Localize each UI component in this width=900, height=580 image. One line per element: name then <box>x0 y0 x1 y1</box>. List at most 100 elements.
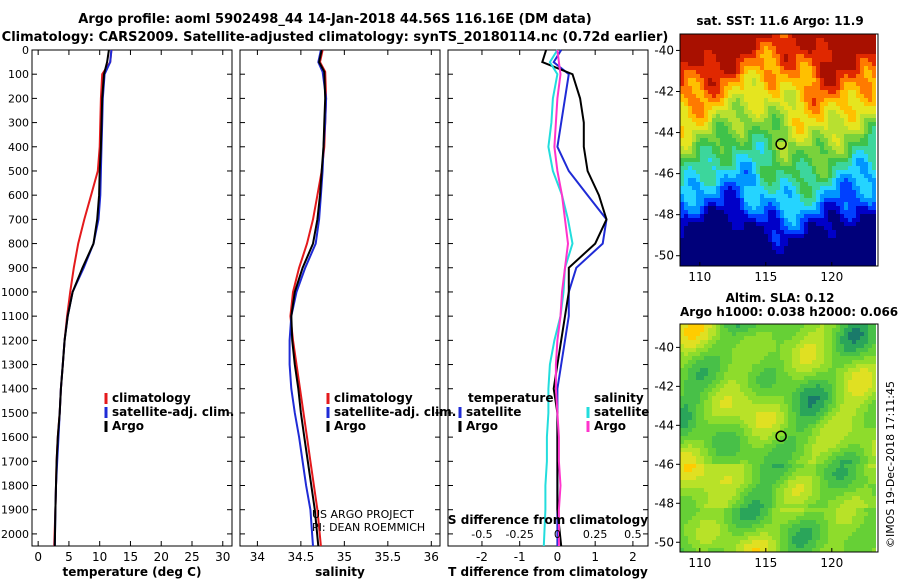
map-cell <box>740 436 744 440</box>
map-cell <box>760 186 764 190</box>
map-cell <box>696 460 700 464</box>
map-cell <box>816 440 820 444</box>
map-cell <box>744 218 748 222</box>
map-cell <box>828 432 832 436</box>
map-cell <box>816 186 820 190</box>
map-cell <box>724 74 728 78</box>
map-cell <box>812 134 816 138</box>
map-cell <box>776 360 780 364</box>
map-cell <box>688 226 692 230</box>
map-cell <box>720 360 724 364</box>
map-cell <box>708 468 712 472</box>
map-cell <box>684 242 688 246</box>
map-cell <box>832 408 836 412</box>
map-cell <box>720 126 724 130</box>
map-cell <box>852 324 856 328</box>
map-cell <box>692 262 696 266</box>
map-cell <box>828 210 832 214</box>
map-cell <box>856 348 860 352</box>
map-cell <box>784 66 788 70</box>
map-cell <box>820 384 824 388</box>
map-cell <box>688 250 692 254</box>
map-cell <box>820 42 824 46</box>
map-cell <box>836 336 840 340</box>
map-cell <box>824 468 828 472</box>
map-cell <box>732 400 736 404</box>
map-cell <box>744 42 748 46</box>
map-cell <box>756 444 760 448</box>
map-cell <box>784 154 788 158</box>
map-cell <box>820 70 824 74</box>
map-cell <box>860 444 864 448</box>
map-cell <box>860 352 864 356</box>
map-cell <box>696 230 700 234</box>
map-cell <box>872 90 876 94</box>
map-cell <box>760 42 764 46</box>
map-cell <box>780 440 784 444</box>
map-cell <box>752 476 756 480</box>
map-cell <box>844 66 848 70</box>
map-cell <box>800 178 804 182</box>
map-cell <box>708 138 712 142</box>
map-cell <box>784 182 788 186</box>
map-cell <box>760 98 764 102</box>
map-cell <box>740 336 744 340</box>
map-cell <box>856 238 860 242</box>
map-cell <box>804 340 808 344</box>
map-cell <box>692 412 696 416</box>
map-cell <box>776 190 780 194</box>
map-cell <box>736 376 740 380</box>
map-cell <box>848 472 852 476</box>
map-cell <box>776 154 780 158</box>
map-cell <box>756 110 760 114</box>
map-cell <box>696 210 700 214</box>
map-cell <box>720 238 724 242</box>
map-cell <box>752 142 756 146</box>
map-cell <box>752 50 756 54</box>
map-cell <box>808 146 812 150</box>
map-cell <box>780 162 784 166</box>
map-cell <box>764 396 768 400</box>
map-cell <box>736 54 740 58</box>
map-cell <box>764 340 768 344</box>
map-cell <box>684 234 688 238</box>
map-cell <box>812 118 816 122</box>
map-cell <box>732 182 736 186</box>
map-cell <box>736 46 740 50</box>
map-cell <box>736 118 740 122</box>
map-cell <box>720 262 724 266</box>
map-cell <box>752 70 756 74</box>
map-cell <box>792 380 796 384</box>
map-cell <box>756 82 760 86</box>
map-cell <box>732 126 736 130</box>
map-cell <box>828 372 832 376</box>
map-cell <box>800 332 804 336</box>
map-cell <box>804 38 808 42</box>
map-cell <box>720 194 724 198</box>
map-cell <box>688 258 692 262</box>
map-cell <box>768 186 772 190</box>
map-cell <box>836 258 840 262</box>
map-cell <box>808 154 812 158</box>
map-cell <box>828 364 832 368</box>
map-cell <box>768 118 772 122</box>
map-cell <box>856 50 860 54</box>
map-cell <box>868 118 872 122</box>
panel-frame <box>31 49 233 547</box>
map-cell <box>816 190 820 194</box>
map-cell <box>848 118 852 122</box>
map-cell <box>856 364 860 368</box>
map-cell <box>728 360 732 364</box>
map-cell <box>872 138 876 142</box>
map-cell <box>828 424 832 428</box>
map-cell <box>816 154 820 158</box>
map-cell <box>736 356 740 360</box>
map-cell <box>804 218 808 222</box>
map-cell <box>868 146 872 150</box>
map-cell <box>764 250 768 254</box>
map-cell <box>856 210 860 214</box>
map-cell <box>712 202 716 206</box>
map-cell <box>784 352 788 356</box>
map-cell <box>700 396 704 400</box>
map-cell <box>800 328 804 332</box>
